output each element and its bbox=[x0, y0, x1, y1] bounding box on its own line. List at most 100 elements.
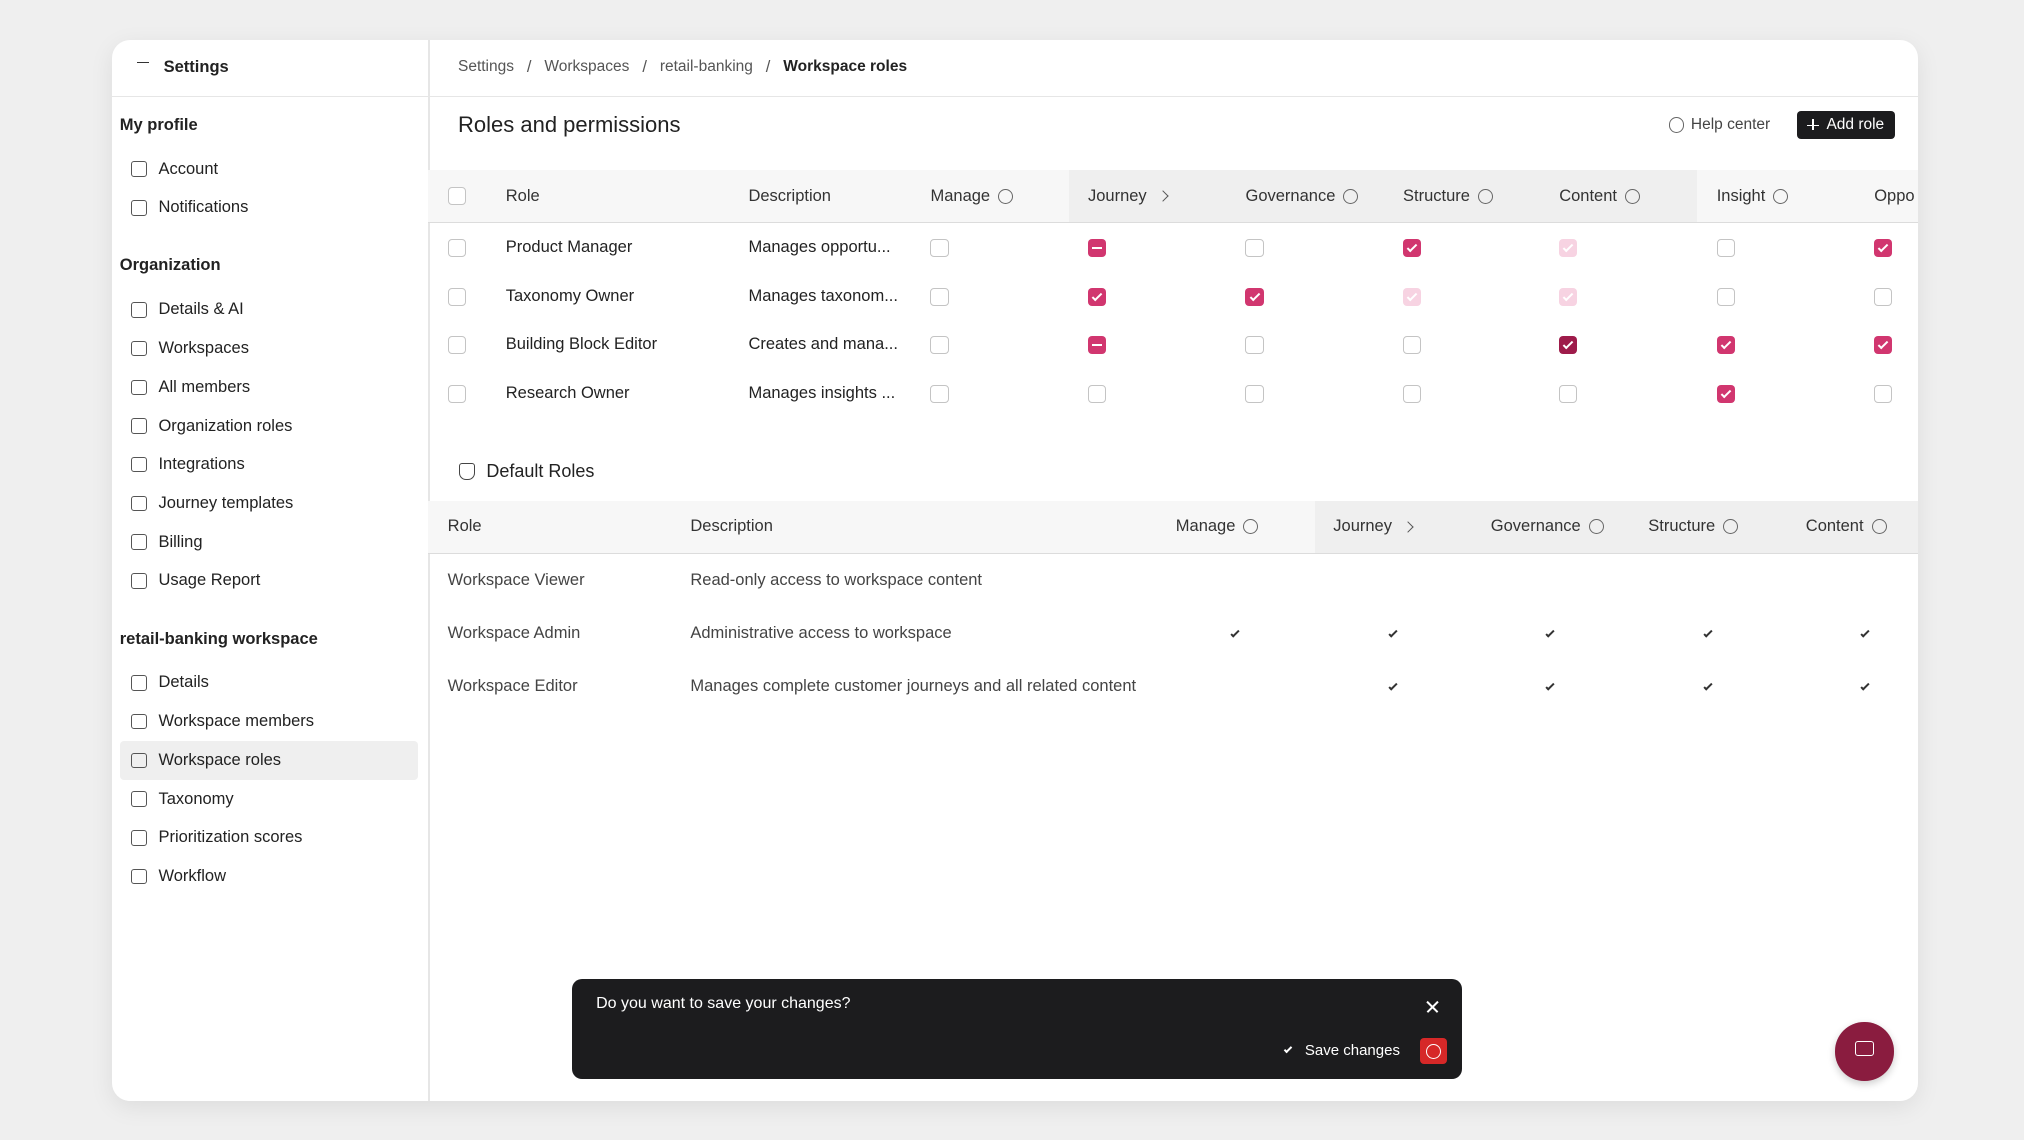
checkbox[interactable] bbox=[930, 287, 949, 306]
info-icon[interactable] bbox=[1477, 188, 1493, 204]
nav-item[interactable]: Taxonomy bbox=[158, 789, 234, 808]
checkbox[interactable] bbox=[447, 187, 466, 206]
checkbox[interactable] bbox=[1874, 238, 1893, 257]
help-icon[interactable] bbox=[1668, 117, 1685, 133]
checkbox[interactable] bbox=[1087, 335, 1107, 354]
nav-item[interactable]: Details & AI bbox=[158, 300, 244, 319]
role-description: Manages opportu... bbox=[748, 238, 891, 257]
nav-item[interactable]: Prioritization scores bbox=[158, 828, 303, 847]
role-name[interactable]: Product Manager bbox=[505, 238, 633, 257]
info-icon[interactable] bbox=[998, 188, 1014, 204]
check-mark bbox=[1562, 290, 1574, 302]
nav-item[interactable]: Journey templates bbox=[158, 493, 294, 512]
nav-item[interactable]: All members bbox=[158, 377, 251, 396]
nav-item[interactable]: Integrations bbox=[158, 455, 245, 474]
indeterminate-bar bbox=[1091, 246, 1103, 249]
checkbox[interactable] bbox=[1716, 238, 1735, 257]
checkbox[interactable] bbox=[1245, 238, 1264, 257]
checkbox[interactable] bbox=[1559, 238, 1578, 257]
role-name[interactable]: Research Owner bbox=[505, 384, 630, 403]
checkbox[interactable] bbox=[1403, 287, 1422, 306]
checkbox[interactable] bbox=[1087, 287, 1107, 306]
info-icon[interactable] bbox=[1588, 519, 1604, 535]
column-header: Governance bbox=[1491, 514, 1604, 540]
info-icon[interactable] bbox=[1723, 519, 1739, 535]
checkbox[interactable] bbox=[447, 238, 466, 257]
back-link[interactable]: Settings bbox=[163, 57, 229, 76]
checkbox[interactable] bbox=[447, 335, 466, 354]
nav-item[interactable]: Workspace members bbox=[158, 712, 315, 731]
chevron[interactable] bbox=[1157, 190, 1169, 202]
nav-item[interactable]: Workflow bbox=[158, 867, 227, 886]
checkbox[interactable] bbox=[1245, 335, 1264, 354]
info-icon[interactable] bbox=[1343, 188, 1359, 204]
permission-check bbox=[1700, 679, 1715, 694]
checkbox[interactable] bbox=[930, 335, 949, 354]
check-mark bbox=[1230, 628, 1240, 638]
header-divider bbox=[112, 95, 1918, 97]
checkbox[interactable] bbox=[1087, 238, 1107, 257]
help-link[interactable]: Help center bbox=[1690, 116, 1771, 134]
nav-item[interactable]: Usage Report bbox=[158, 571, 261, 590]
checkbox[interactable] bbox=[1874, 384, 1893, 403]
checkbox[interactable] bbox=[1874, 287, 1893, 306]
check-mark bbox=[1703, 628, 1713, 638]
breadcrumb-item[interactable]: Workspaces bbox=[544, 58, 630, 76]
checkbox[interactable] bbox=[1403, 335, 1422, 354]
discard-button[interactable] bbox=[1419, 1037, 1447, 1064]
checkbox[interactable] bbox=[1716, 384, 1735, 403]
add-role-label[interactable]: Add role bbox=[1826, 116, 1885, 134]
column-header: Manage bbox=[930, 183, 1014, 209]
permission-check bbox=[1857, 626, 1872, 641]
info-icon[interactable] bbox=[1625, 188, 1640, 204]
check-mark bbox=[1877, 338, 1889, 350]
info-icon[interactable] bbox=[1773, 188, 1789, 204]
nav-icon bbox=[131, 302, 147, 318]
permission-check bbox=[1857, 679, 1872, 694]
back-arrow[interactable] bbox=[136, 61, 150, 72]
nav-icon bbox=[131, 830, 147, 846]
info-icon[interactable] bbox=[1243, 519, 1259, 535]
checkbox[interactable] bbox=[1559, 335, 1578, 354]
checkbox[interactable] bbox=[1087, 384, 1107, 403]
nav-item[interactable]: Details bbox=[158, 673, 209, 692]
checkbox[interactable] bbox=[1403, 238, 1422, 257]
save-button[interactable]: Save changes bbox=[1304, 1042, 1400, 1060]
checkbox[interactable] bbox=[447, 287, 466, 306]
nav-item[interactable]: Workspace roles bbox=[158, 750, 282, 769]
nav-item[interactable]: Organization roles bbox=[158, 416, 293, 435]
nav-item[interactable]: Billing bbox=[158, 532, 203, 551]
column-header: Governance bbox=[1245, 183, 1359, 209]
checkbox[interactable] bbox=[1716, 335, 1735, 354]
permission-check bbox=[1542, 626, 1557, 641]
info-icon[interactable] bbox=[1871, 519, 1887, 535]
check-mark bbox=[1720, 338, 1732, 350]
nav-item[interactable]: Notifications bbox=[158, 198, 249, 217]
chevron[interactable] bbox=[1402, 521, 1414, 533]
checkbox[interactable] bbox=[1245, 384, 1264, 403]
chat-button[interactable] bbox=[1835, 1022, 1894, 1081]
checkbox[interactable] bbox=[930, 238, 949, 257]
checkbox[interactable] bbox=[1559, 287, 1578, 306]
table-header-border bbox=[428, 552, 1918, 554]
column-header: Structure bbox=[1403, 183, 1493, 209]
nav-item[interactable]: Account bbox=[158, 159, 219, 178]
checkbox[interactable] bbox=[1559, 384, 1578, 403]
discard-icon bbox=[1425, 1043, 1441, 1059]
column-header: Description bbox=[748, 186, 831, 205]
toast-close[interactable] bbox=[1425, 999, 1440, 1014]
checkbox[interactable] bbox=[1403, 384, 1422, 403]
checkbox[interactable] bbox=[447, 384, 466, 403]
checkbox[interactable] bbox=[1716, 287, 1735, 306]
section-title: retail-banking workspace bbox=[119, 629, 318, 648]
breadcrumb-item[interactable]: Settings bbox=[457, 58, 514, 76]
role-description: Manages taxonom... bbox=[748, 287, 898, 306]
breadcrumb-item[interactable]: retail-banking bbox=[659, 58, 753, 76]
nav-item[interactable]: Workspaces bbox=[158, 339, 249, 358]
nav-icon bbox=[131, 379, 147, 396]
role-name[interactable]: Taxonomy Owner bbox=[505, 287, 635, 306]
checkbox[interactable] bbox=[930, 384, 949, 403]
checkbox[interactable] bbox=[1874, 335, 1893, 354]
checkbox[interactable] bbox=[1245, 287, 1264, 306]
role-name[interactable]: Building Block Editor bbox=[505, 335, 658, 354]
